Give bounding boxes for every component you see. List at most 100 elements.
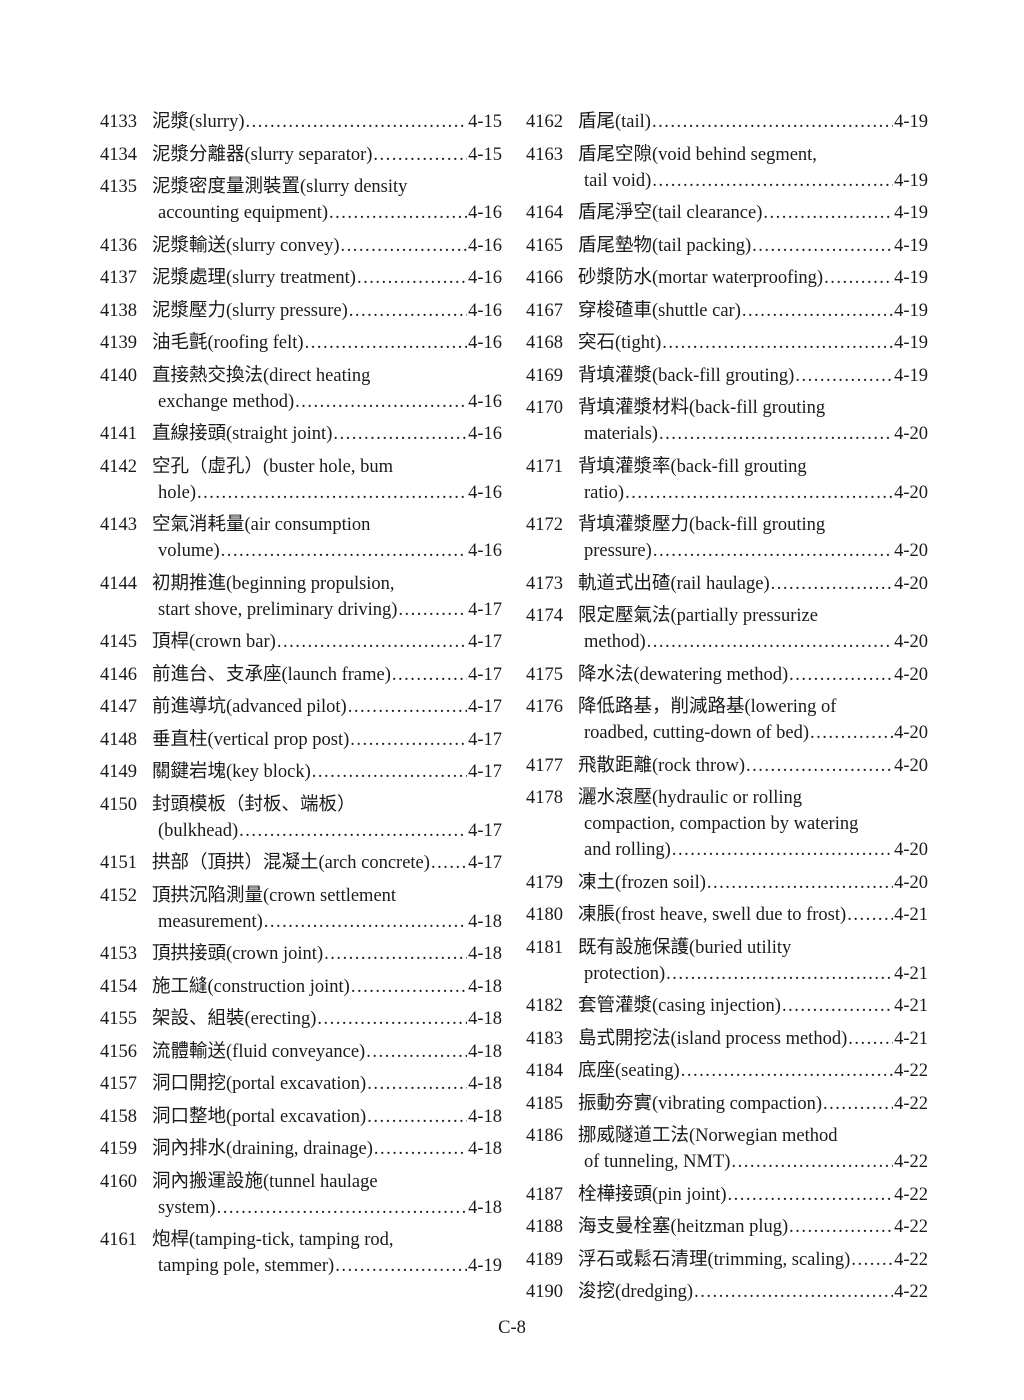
glossary-entry: 4186 挪威隧道工法(Norwegian method of tunneling,…	[526, 1123, 928, 1175]
entry-term-text: tail void)	[584, 170, 652, 191]
entry-term-text: volume)	[158, 541, 220, 561]
entry-page-reference: 4-17	[468, 729, 502, 750]
entry-number: 4149	[100, 762, 137, 782]
glossary-entry: 4140 直接熱交換法(direct heating exchange method…	[100, 363, 502, 415]
dot-leader	[357, 265, 467, 291]
entry-number: 4143	[100, 515, 137, 535]
entry-number: 4180	[526, 905, 563, 925]
entry-number: 4137	[100, 268, 137, 288]
entry-number: 4181	[526, 937, 563, 958]
entry-number: 4148	[100, 729, 137, 750]
entry-number: 4159	[100, 1139, 137, 1159]
glossary-column-right: 4162 盾尾(tail) 4-19 4163 盾尾空隙(void behind seg…	[526, 109, 928, 1312]
entry-term-text: 突石(tight)	[578, 333, 662, 353]
entry-number: 4152	[100, 885, 137, 906]
entry-term-line: 泥漿密度量測裝置(slurry density	[100, 174, 502, 200]
entry-term-text: 關鍵岩塊(key block)	[152, 762, 311, 782]
entry-page-reference: 4-19	[894, 235, 928, 256]
entry-term-text: 架設、組裝(erecting)	[152, 1009, 317, 1029]
entry-continuation-line: materials) 4-20	[526, 421, 928, 447]
entry-term-text: 施工縫(construction joint)	[152, 976, 350, 997]
dot-leader	[782, 993, 893, 1019]
entry-term-line: 底座(seating) 4-22	[526, 1058, 928, 1084]
entry-page-reference: 4-20	[894, 632, 928, 652]
entry-term-line: 盾尾空隙(void behind segment,	[526, 142, 928, 168]
entry-number: 4174	[526, 606, 563, 626]
entry-page-reference: 4-19	[894, 333, 928, 353]
entry-term-text: 泥漿壓力(slurry pressure)	[152, 300, 348, 321]
entry-number: 4166	[526, 268, 563, 288]
entry-term-line: 泥漿輸送(slurry convey) 4-16	[100, 233, 502, 259]
entry-term-line: 洞內排水(draining, drainage) 4-18	[100, 1136, 502, 1162]
entry-continuation-line: exchange method) 4-16	[100, 389, 502, 415]
entry-continuation-line: roadbed, cutting-down of bed) 4-20	[526, 720, 928, 746]
entry-term-text: 洞內排水(draining, drainage)	[152, 1139, 373, 1159]
entry-page-reference: 4-22	[894, 1249, 928, 1270]
entry-page-reference: 4-22	[894, 1184, 928, 1205]
entry-term-line: 降低路基，削減路基(lowering of	[526, 694, 928, 720]
entry-term-text: 泥漿分離器(slurry separator)	[152, 144, 373, 165]
entry-number: 4135	[100, 177, 137, 197]
entry-term-text: 飛散距離(rock throw)	[578, 755, 745, 776]
entry-term-line: 穿梭碴車(shuttle car) 4-19	[526, 298, 928, 324]
entry-term-text: 初期推進(beginning propulsion,	[152, 573, 395, 594]
entry-page-reference: 4-16	[468, 333, 502, 353]
entry-page-reference: 4-18	[468, 1074, 502, 1094]
entry-term-text: 泥漿處理(slurry treatment)	[152, 268, 356, 288]
glossary-entry: 4176 降低路基，削減路基(lowering of roadbed, cuttin…	[526, 694, 928, 746]
entry-term-line: 砂漿防水(mortar waterproofing) 4-19	[526, 265, 928, 291]
glossary-entry: 4143 空氣消耗量(air consumption volume) 4-16	[100, 512, 502, 564]
entry-term-text: 泥漿密度量測裝置(slurry density	[152, 177, 408, 197]
entry-term-line: 架設、組裝(erecting) 4-18	[100, 1006, 502, 1032]
entry-number: 4156	[100, 1041, 137, 1062]
glossary-entry: 4189 浮石或鬆石清理(trimming, scaling) 4-22	[526, 1247, 928, 1273]
entry-term-text: 直接熱交換法(direct heating	[152, 365, 371, 386]
entry-page-reference: 4-19	[894, 170, 928, 191]
entry-number: 4187	[526, 1184, 563, 1205]
entry-page-reference: 4-20	[894, 872, 928, 893]
entry-continuation-line: (bulkhead) 4-17	[100, 818, 502, 844]
entry-term-text: 浮石或鬆石清理(trimming, scaling)	[578, 1249, 851, 1270]
entry-term-line: 封頭模板（封板、端板）	[100, 792, 502, 818]
entry-term-text: 盾尾墊物(tail packing)	[578, 235, 752, 256]
entry-term-line: 套管灌漿(casing injection) 4-21	[526, 993, 928, 1019]
entry-term-line: 垂直柱(vertical prop post) 4-17	[100, 727, 502, 753]
entry-term-line: 背填灌漿材料(back-fill grouting	[526, 395, 928, 421]
entry-term-line: 頂拱接頭(crown joint) 4-18	[100, 941, 502, 967]
dot-leader	[659, 421, 893, 447]
glossary-entry: 4169 背填灌漿(back-fill grouting) 4-19	[526, 363, 928, 389]
entry-term-text: 拱部（頂拱）混凝土(arch concrete)	[152, 853, 430, 873]
glossary-entry: 4166 砂漿防水(mortar waterproofing) 4-19	[526, 265, 928, 291]
entry-number: 4190	[526, 1282, 563, 1302]
entry-number: 4146	[100, 664, 137, 685]
glossary-entry: 4160 洞內搬運設施(tunnel haulage system) 4-18	[100, 1169, 502, 1221]
entry-number: 4183	[526, 1028, 563, 1049]
entry-term-text: accounting equipment)	[158, 203, 329, 223]
entry-page-reference: 4-21	[894, 963, 928, 984]
entry-number: 4157	[100, 1074, 137, 1094]
entry-number: 4167	[526, 300, 563, 321]
glossary-entry: 4137 泥漿處理(slurry treatment) 4-16	[100, 265, 502, 291]
entry-number: 4168	[526, 333, 563, 353]
entry-number: 4140	[100, 365, 137, 386]
entry-term-line: 飛散距離(rock throw) 4-20	[526, 753, 928, 779]
dot-leader	[341, 233, 468, 259]
entry-page-reference: 4-21	[894, 905, 928, 925]
entry-term-line: 前進導坑(advanced pilot) 4-17	[100, 694, 502, 720]
entry-term-text: hole)	[158, 482, 197, 503]
dot-leader	[789, 1214, 893, 1240]
dot-leader	[851, 1247, 893, 1273]
dot-leader	[317, 1006, 467, 1032]
dot-leader	[625, 480, 893, 506]
dot-leader	[847, 902, 893, 928]
dot-leader	[771, 571, 893, 597]
dot-leader	[810, 720, 893, 746]
entry-term-text: start shove, preliminary driving)	[158, 599, 398, 620]
glossary-entry: 4136 泥漿輸送(slurry convey) 4-16	[100, 233, 502, 259]
entry-term-line: 頂拱沉陷測量(crown settlement	[100, 883, 502, 909]
entry-term-text: 洞口開挖(portal excavation)	[152, 1074, 367, 1094]
glossary-entry: 4139 油毛氈(roofing felt) 4-16	[100, 330, 502, 356]
glossary-entry: 4177 飛散距離(rock throw) 4-20	[526, 753, 928, 779]
entry-number: 4141	[100, 424, 137, 444]
